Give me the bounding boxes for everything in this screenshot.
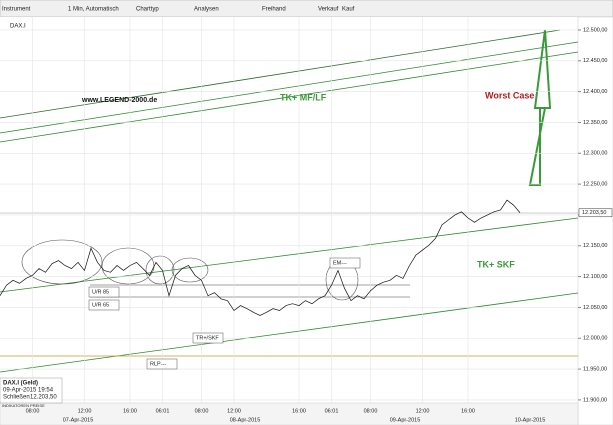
circle-mark — [145, 255, 175, 285]
y-tick-label: 11.900,00 — [583, 397, 607, 403]
y-tick-label: 12.000,00 — [583, 336, 607, 342]
annotations: www.LEGEND-2000.de TK+ MF/LF Worst Case TK+… — [81, 90, 534, 370]
info-box — [0, 377, 63, 404]
y-axis-panel — [577, 16, 613, 425]
trend-line — [0, 41, 579, 134]
y-tick-label: 12.100,00 — [583, 274, 607, 280]
x-tick-label: 08:00 — [364, 408, 378, 414]
x-tick-label: 12:00 — [78, 408, 92, 414]
arrow-up — [528, 29, 552, 186]
info-label: Schließen — [3, 395, 30, 401]
toolbar-button[interactable]: Freihand — [262, 7, 286, 13]
annotation-box — [88, 299, 120, 311]
y-tick-label: 12.150,00 — [583, 243, 607, 249]
y-tick-label: 12.300,00 — [583, 151, 607, 157]
y-tick-label: 12.350,00 — [583, 120, 607, 126]
toolbar-button[interactable]: Charttyp — [136, 7, 159, 13]
trend-line — [0, 29, 561, 119]
x-tick-label: 08:00 — [26, 408, 40, 414]
annotation-box — [192, 332, 224, 344]
y-tick-label: 12.400,00 — [583, 89, 607, 95]
y-tick-label: 12.250,00 — [583, 182, 607, 188]
annotation-box — [329, 257, 361, 269]
trend-line — [0, 51, 579, 143]
annotation: TK+ MF/LF — [280, 92, 327, 102]
annotation: www.LEGEND-2000.de — [81, 97, 157, 104]
annotation: TR+/SKF — [196, 335, 219, 341]
annotation: TK+ SKF — [477, 259, 515, 269]
x-tick-label: 06:01 — [156, 408, 170, 414]
toolbar-button[interactable]: Analysen — [194, 7, 219, 13]
trend-line — [0, 292, 579, 373]
info-time: 09-Apr-2015 19:54 — [3, 388, 54, 394]
date-label: 07-Apr-2015 — [63, 417, 94, 423]
toolbar-button[interactable]: 1 Min, Automatisch — [68, 7, 119, 13]
info-title: DAX.I (Geld) — [3, 381, 38, 387]
last-price-label: 12.203,50 — [582, 210, 606, 216]
date-label: 09-Apr-2015 — [390, 417, 421, 423]
toolbar-button[interactable]: Verkauf — [318, 7, 339, 13]
x-tick-label: 16:00 — [292, 408, 306, 414]
x-tick-label: 16:00 — [461, 408, 475, 414]
annotation: U/R 85 — [92, 289, 109, 295]
x-tick-label: 12:00 — [416, 408, 430, 414]
y-tick-label: 11.950,00 — [583, 367, 607, 373]
info-value: 12.203,50 — [30, 395, 57, 401]
toolbar-items: Instrument 1 Min, Automatisch Charttyp Anal… — [2, 7, 355, 13]
circle-mark — [21, 239, 103, 285]
x-tick-label: 08:00 — [195, 408, 209, 414]
date-label: 10-Apr-2015 — [515, 417, 546, 423]
annotation: U/R 65 — [92, 302, 109, 308]
instrument-label[interactable]: DAX.I — [10, 24, 26, 30]
y-tick-label: 12.050,00 — [583, 305, 607, 311]
indicator-bar: INDIKATOREN PREISE — [2, 403, 45, 408]
y-tick-label: 12.500,00 — [583, 27, 607, 33]
y-tick-label: 12.450,00 — [583, 58, 607, 64]
annotation-box — [88, 286, 120, 298]
circle-mark — [171, 257, 209, 283]
last-price-box — [578, 208, 613, 218]
toolbar-button[interactable]: Kauf — [342, 7, 355, 13]
trend-line — [0, 217, 579, 293]
price-line — [0, 199, 521, 316]
annotation-box — [146, 358, 178, 370]
x-tick-label: 12:00 — [227, 408, 241, 414]
x-tick-label: 16:00 — [123, 408, 137, 414]
annotation: RLP--- — [150, 361, 166, 367]
annotation: Worst Case — [485, 90, 534, 100]
plot-area — [0, 17, 578, 403]
toolbar-button[interactable]: Instrument — [2, 7, 31, 13]
annotation: EM--- — [333, 260, 347, 266]
date-label: 08-Apr-2015 — [230, 417, 261, 423]
x-axis-panel — [0, 402, 579, 425]
x-tick-label: 06:01 — [325, 408, 339, 414]
